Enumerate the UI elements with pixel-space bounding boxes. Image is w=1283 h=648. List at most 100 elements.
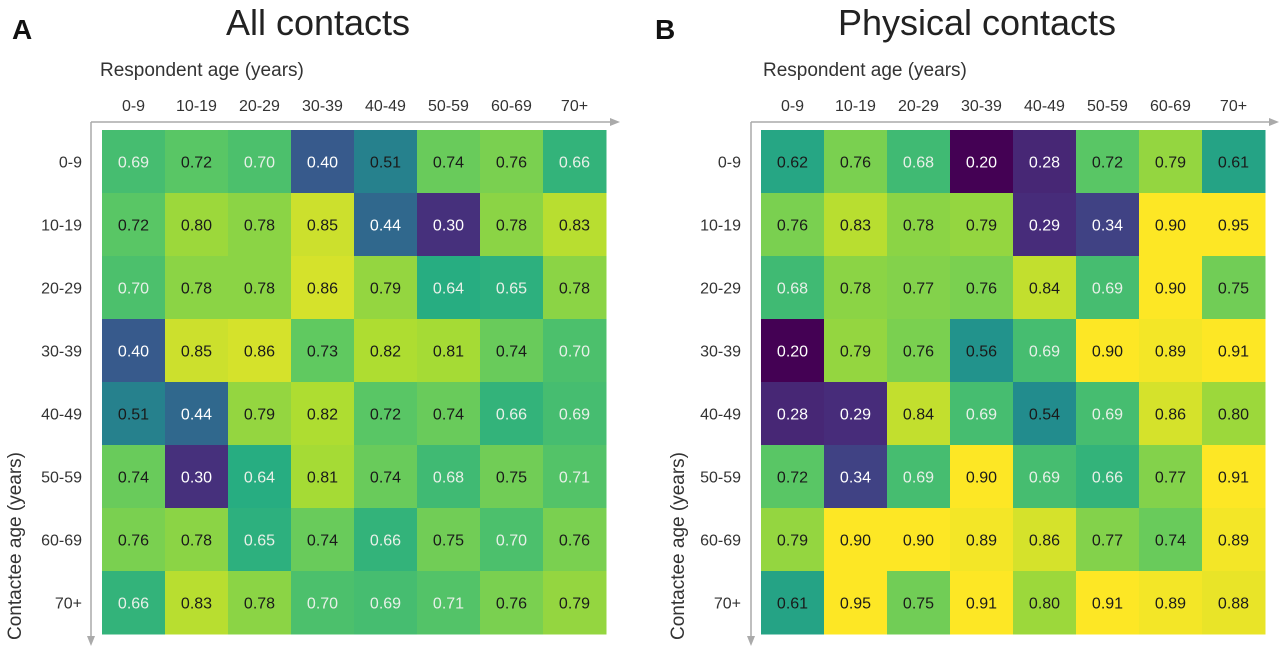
cell-value-label: 0.65 [244, 533, 275, 550]
heatmap-cell [950, 445, 1014, 509]
cell-value-label: 0.91 [1092, 596, 1123, 613]
heatmap-cell [102, 256, 166, 320]
cell-value-label: 0.40 [118, 344, 149, 361]
heatmap-cell [887, 193, 951, 257]
cell-value-label: 0.69 [1029, 344, 1060, 361]
cell-value-label: 0.91 [1218, 344, 1249, 361]
heatmap-cell [165, 193, 229, 257]
x-tick-label: 20-29 [898, 98, 939, 115]
cell-value-label: 0.90 [840, 533, 871, 550]
heatmap-cell [543, 571, 607, 635]
cell-value-label: 0.69 [1092, 281, 1123, 298]
heatmap-cell [824, 382, 888, 446]
heatmap-cell [887, 130, 951, 194]
y-tick-label: 50-59 [700, 470, 741, 487]
heatmap-cell [354, 382, 418, 446]
cell-value-label: 0.81 [307, 470, 338, 487]
heatmap-cell [102, 508, 166, 572]
heatmap-cell [1013, 130, 1077, 194]
heatmap-cell [950, 130, 1014, 194]
cell-value-label: 0.73 [307, 344, 338, 361]
cell-value-label: 0.79 [370, 281, 401, 298]
x-tick-label: 40-49 [1024, 98, 1065, 115]
heatmap-a: 0.69 0.72 0.70 0.40 0.51 0.74 0.76 0.66 0.72 0.80… [41, 98, 620, 646]
cell-value-label: 0.54 [1029, 407, 1060, 424]
cell-value-label: 0.95 [840, 596, 871, 613]
cell-value-label: 0.82 [307, 407, 338, 424]
cell-value-label: 0.76 [559, 533, 590, 550]
heatmap-cell [1076, 130, 1140, 194]
x-tick-label: 70+ [1220, 98, 1247, 115]
heatmap-cell [165, 319, 229, 383]
cell-value-label: 0.76 [118, 533, 149, 550]
cell-value-label: 0.84 [1029, 281, 1060, 298]
cell-value-label: 0.30 [433, 218, 464, 235]
heatmap-cell [165, 382, 229, 446]
cell-value-label: 0.88 [1218, 596, 1249, 613]
heatmap-cell [1013, 445, 1077, 509]
cell-value-label: 0.69 [1029, 470, 1060, 487]
heatmap-cell [354, 256, 418, 320]
heatmap-cell [1076, 571, 1140, 635]
heatmap-cell [228, 382, 292, 446]
heatmap-cell [480, 445, 544, 509]
panel-letter: A [12, 14, 33, 45]
heatmap-cell [291, 130, 355, 194]
heatmap-cell [291, 508, 355, 572]
cell-value-label: 0.90 [966, 470, 997, 487]
cell-value-label: 0.76 [777, 218, 808, 235]
cell-value-label: 0.29 [1029, 218, 1060, 235]
heatmap-cell [228, 193, 292, 257]
panel-a: A All contacts Respondent age (years) Co… [0, 0, 640, 648]
x-tick-label: 60-69 [491, 98, 532, 115]
heatmap-cell [1202, 256, 1266, 320]
cell-value-label: 0.56 [966, 344, 997, 361]
cell-value-label: 0.69 [559, 407, 590, 424]
heatmap-cell [228, 445, 292, 509]
y-tick-label: 30-39 [41, 344, 82, 361]
heatmap-cell [1202, 382, 1266, 446]
cell-value-label: 0.61 [1218, 155, 1249, 172]
y-tick-label: 20-29 [41, 281, 82, 298]
heatmap-cell [761, 571, 825, 635]
cell-value-label: 0.83 [840, 218, 871, 235]
cell-value-label: 0.71 [433, 596, 464, 613]
cell-value-label: 0.66 [559, 155, 590, 172]
heatmap-cell [102, 445, 166, 509]
heatmap-cell [887, 571, 951, 635]
y-tick-label: 60-69 [41, 533, 82, 550]
heatmap-cell [950, 571, 1014, 635]
cell-value-label: 0.76 [496, 596, 527, 613]
x-axis-arrowhead [1269, 118, 1279, 126]
cell-value-label: 0.71 [559, 470, 590, 487]
cell-value-label: 0.28 [1029, 155, 1060, 172]
y-tick-label: 0-9 [718, 155, 741, 172]
heatmap-cell [1202, 571, 1266, 635]
cell-value-label: 0.74 [118, 470, 149, 487]
cell-value-label: 0.69 [118, 155, 149, 172]
heatmap-cell [950, 319, 1014, 383]
heatmap-cell [887, 445, 951, 509]
heatmap-cell [291, 319, 355, 383]
cell-value-label: 0.86 [307, 281, 338, 298]
heatmap-cell [1013, 193, 1077, 257]
chart-title: All contacts [225, 2, 411, 43]
x-tick-label: 30-39 [302, 98, 343, 115]
cell-value-label: 0.20 [777, 344, 808, 361]
cell-value-label: 0.85 [307, 218, 338, 235]
x-tick-label: 40-49 [365, 98, 406, 115]
cell-value-label: 0.70 [118, 281, 149, 298]
heatmap-cell [102, 319, 166, 383]
panel-letter: B [655, 14, 676, 45]
cell-value-label: 0.89 [1155, 344, 1186, 361]
heatmap-cell [1139, 256, 1203, 320]
x-tick-label: 50-59 [428, 98, 469, 115]
heatmap-cell [1013, 256, 1077, 320]
cell-value-label: 0.61 [777, 596, 808, 613]
cell-value-label: 0.29 [840, 407, 871, 424]
y-tick-label: 60-69 [700, 533, 741, 550]
cell-value-label: 0.66 [370, 533, 401, 550]
y-tick-label: 10-19 [41, 218, 82, 235]
cell-value-label: 0.64 [244, 470, 275, 487]
cell-value-label: 0.78 [496, 218, 527, 235]
